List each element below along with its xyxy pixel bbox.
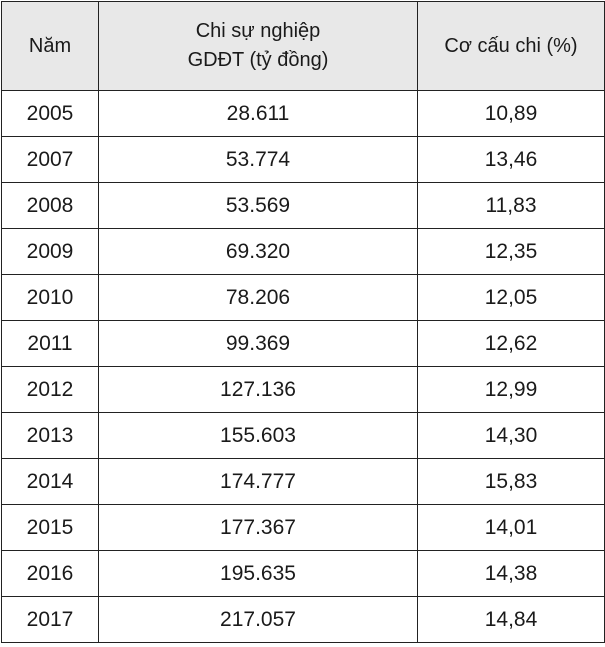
cell-spending: 177.367 (98, 504, 418, 551)
cell-share: 12,62 (417, 320, 605, 367)
cell-share: 14,01 (417, 504, 605, 551)
cell-share: 14,84 (417, 596, 605, 643)
cell-spending: 28.611 (98, 90, 418, 137)
header-spending: Chi sự nghiệp GDĐT (tỷ đồng) (98, 1, 418, 91)
cell-year: 2017 (1, 596, 99, 643)
header-year: Năm (1, 1, 99, 91)
cell-year: 2005 (1, 90, 99, 137)
table-row: 2007 53.774 13,46 (1, 136, 605, 183)
cell-spending: 99.369 (98, 320, 418, 367)
table-row: 2015 177.367 14,01 (1, 504, 605, 551)
table-row: 2012 127.136 12,99 (1, 366, 605, 413)
cell-year: 2013 (1, 412, 99, 459)
cell-spending: 53.569 (98, 182, 418, 229)
cell-share: 14,38 (417, 550, 605, 597)
cell-share: 12,05 (417, 274, 605, 321)
cell-share: 15,83 (417, 458, 605, 505)
cell-year: 2014 (1, 458, 99, 505)
header-spending-line1: Chi sự nghiệp (195, 20, 321, 42)
table-row: 2013 155.603 14,30 (1, 412, 605, 459)
cell-spending: 174.777 (98, 458, 418, 505)
cell-share: 12,99 (417, 366, 605, 413)
cell-share: 10,89 (417, 90, 605, 137)
cell-year: 2010 (1, 274, 99, 321)
cell-year: 2009 (1, 228, 99, 275)
table-row: 2016 195.635 14,38 (1, 550, 605, 597)
cell-share: 12,35 (417, 228, 605, 275)
cell-year: 2008 (1, 182, 99, 229)
cell-year: 2011 (1, 320, 99, 367)
cell-share: 13,46 (417, 136, 605, 183)
cell-spending: 217.057 (98, 596, 418, 643)
table-row: 2008 53.569 11,83 (1, 182, 605, 229)
cell-share: 11,83 (417, 182, 605, 229)
table-row: 2017 217.057 14,84 (1, 596, 605, 643)
cell-year: 2012 (1, 366, 99, 413)
header-row: Năm Chi sự nghiệp GDĐT (tỷ đồng) Cơ cấu … (1, 1, 605, 91)
table-row: 2005 28.611 10,89 (1, 90, 605, 137)
cell-spending: 195.635 (98, 550, 418, 597)
table-row: 2010 78.206 12,05 (1, 274, 605, 321)
cell-spending: 78.206 (98, 274, 418, 321)
table-row: 2009 69.320 12,35 (1, 228, 605, 275)
cell-spending: 69.320 (98, 228, 418, 275)
header-spending-line2: GDĐT (tỷ đồng) (187, 49, 329, 71)
cell-year: 2015 (1, 504, 99, 551)
cell-year: 2007 (1, 136, 99, 183)
table-row: 2011 99.369 12,62 (1, 320, 605, 367)
table-body: 2005 28.611 10,89 2007 53.774 13,46 2008 53.569… (1, 90, 605, 643)
cell-year: 2016 (1, 550, 99, 597)
table-row: 2014 174.777 15,83 (1, 458, 605, 505)
cell-spending: 155.603 (98, 412, 418, 459)
cell-share: 14,30 (417, 412, 605, 459)
cell-spending: 53.774 (98, 136, 418, 183)
header-share: Cơ cấu chi (%) (417, 1, 605, 91)
cell-spending: 127.136 (98, 366, 418, 413)
